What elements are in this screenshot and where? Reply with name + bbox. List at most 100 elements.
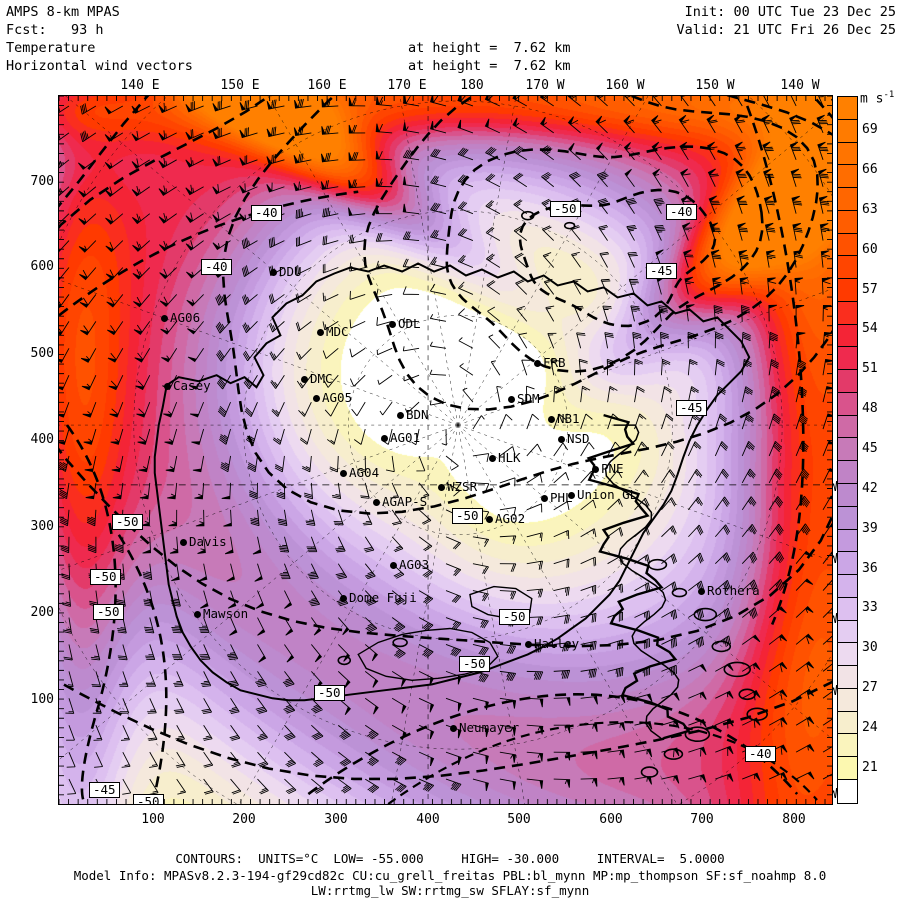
y-tick-label: 200 [30,605,54,620]
x-tick-label: 100 [141,812,165,827]
station-label: Union GL [577,487,638,502]
y-tick-label: 700 [30,174,54,189]
station-label: Rothera [707,583,760,598]
colorbar-cell [838,643,857,667]
station-marker [568,492,575,499]
lon-label-top: 160 E [307,78,347,93]
station-marker [558,436,565,443]
y-tick-label: 100 [30,692,54,707]
colorbar-unit: m s-1 [860,90,895,107]
colorbar-cell [838,256,857,280]
x-tick-label: 700 [690,812,714,827]
colorbar-label: 51 [862,361,878,377]
colorbar-cell [838,165,857,189]
station-marker [301,376,308,383]
station-label: MDC [326,324,349,339]
station-marker [270,269,277,276]
colorbar-label: 48 [862,401,878,417]
station-marker [389,321,396,328]
station-label: FRB [543,355,566,370]
station-label: DDU [279,264,302,279]
contour-label: -40 [745,746,776,762]
lon-label-top: 140 E [120,78,160,93]
colorbar-cell [838,734,857,758]
contour-label: -50 [452,508,483,524]
x-tick-label: 800 [782,812,806,827]
contour-label: -45 [646,263,677,279]
station-label: Neumayer [459,720,520,735]
station-label: PHL [550,490,573,505]
contour-label: -50 [459,656,490,672]
colorbar-cell [838,438,857,462]
y-tick-label: 400 [30,432,54,447]
colorbar-cell [838,666,857,689]
colorbar-label: 24 [862,719,878,735]
lon-label-top: 170 W [525,78,565,93]
station-marker [489,455,496,462]
station-label: Davis [189,534,227,549]
map-plot-area: DDU AG06 MDC ODL Casey DMC AG05 FRB SDM BDN NB1 AG0… [58,95,833,805]
contour-label: -50 [133,794,164,804]
colorbar-cell [838,301,857,325]
lon-label-top: 170 E [387,78,427,93]
y-tick-label: 300 [30,519,54,534]
contour-label: -50 [93,604,124,620]
x-tick-label: 500 [507,812,531,827]
station-marker [373,499,380,506]
contour-label: -50 [90,569,121,585]
map-overlay [59,96,832,804]
lon-label-top: 150 W [695,78,735,93]
station-marker [161,315,168,322]
station-marker [397,412,404,419]
colorbar-label: 36 [862,560,878,576]
lon-label-top: 180 [460,78,484,93]
contour-label: -50 [499,609,530,625]
colorbar-label: 69 [862,122,878,138]
colorbar-cell [838,392,857,416]
colorbar-cell [838,119,857,143]
station-marker [534,360,541,367]
colorbar-label: 39 [862,520,878,536]
forecast-hour: Fcst: 93 h [6,22,104,38]
station-marker [508,396,515,403]
colorbar-cell [838,415,857,439]
colorbar-cell [838,233,857,257]
station-marker [164,383,171,390]
colorbar-label: 45 [862,441,878,456]
station-marker [541,495,548,502]
wind-speed-colorbar [837,96,858,804]
init-time: Init: 00 UTC Tue 23 Dec 25 [684,4,896,20]
station-label: AGAP-S [382,494,428,509]
colorbar-cell [838,210,857,234]
lon-label-top: 140 W [780,78,820,93]
station-label: NB1 [557,411,580,426]
station-marker [698,588,705,595]
colorbar-cell [838,529,857,553]
colorbar-cell [838,370,857,393]
contour-label: -40 [251,205,282,221]
height-label-wind: at height = 7.62 km [408,58,571,74]
station-marker [592,466,599,473]
colorbar-label: 27 [862,680,878,696]
colorbar-cell [838,552,857,576]
station-marker [340,595,347,602]
x-tick-label: 300 [324,812,348,827]
station-marker [525,641,532,648]
contour-label: -50 [112,514,143,530]
station-label: HLK [498,450,521,465]
y-tick-label: 500 [30,346,54,361]
station-label: BDN [406,407,429,422]
colorbar-label: 60 [862,241,878,257]
station-label: AG02 [495,511,526,526]
contour-info: CONTOURS: UNITS=°C LOW= -55.000 HIGH= -3… [175,851,725,866]
contour-label: -50 [550,201,581,217]
valid-time: Valid: 21 UTC Fri 26 Dec 25 [676,22,896,38]
contour-label: -45 [89,782,120,798]
station-label: AG06 [170,310,201,325]
colorbar-label: 33 [862,600,878,616]
colorbar-cell [838,597,857,621]
model-title: AMPS 8-km MPAS [6,4,120,20]
colorbar-cell [838,688,857,712]
lon-label-top: 150 E [220,78,260,93]
